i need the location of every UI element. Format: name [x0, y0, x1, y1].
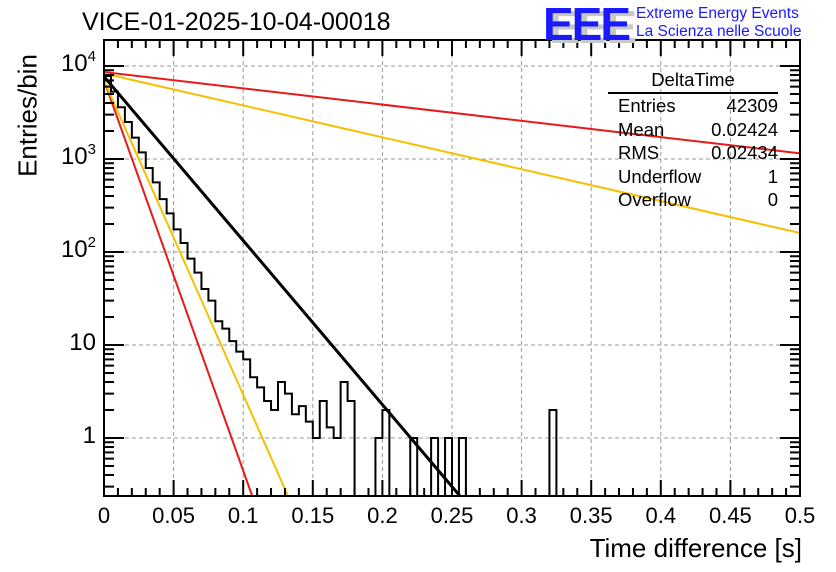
stats-value: 42309 — [726, 95, 778, 116]
stats-value: 0.02424 — [711, 118, 778, 140]
stats-divider — [608, 92, 778, 94]
eee-logo: EEE Extreme Energy Events La Scienza nel… — [543, 1, 801, 47]
y-tick-exponent: 4 — [87, 48, 96, 65]
stats-value: 0.02434 — [711, 142, 778, 163]
x-tick-label: 0.25 — [430, 503, 474, 528]
stats-row-entries: Entries 42309 — [608, 94, 778, 118]
stats-row-rms: RMS 0.02434 — [608, 141, 778, 165]
grid-lines — [104, 40, 800, 496]
y-tick-exponent: 2 — [87, 234, 96, 251]
y-tick-base: 10 — [60, 143, 88, 170]
stats-title: DeltaTime — [651, 69, 735, 90]
stats-label: Entries — [618, 95, 676, 116]
stats-label: Mean — [618, 118, 665, 140]
series-red-shallow — [103, 71, 801, 155]
y-tick-label: 10 — [36, 329, 96, 357]
series-red-steep — [103, 80, 254, 497]
logo-mark: EEE — [543, 0, 631, 50]
y-tick-base: 10 — [60, 50, 88, 77]
series-fit-black — [102, 75, 462, 497]
stats-row-overflow: Overflow 0 — [608, 188, 778, 212]
logo-line-1: Extreme Energy Events — [636, 5, 799, 22]
x-tick-label: 0.05 — [152, 503, 195, 528]
y-tick-label: 103 — [36, 141, 96, 171]
x-tick-label: 0.4 — [645, 503, 677, 528]
stats-value: 0 — [767, 189, 778, 210]
series-yellow-shallow — [103, 72, 801, 234]
chart-title: VICE-01-2025-10-04-00018 — [82, 8, 391, 36]
stats-value: 1 — [767, 165, 778, 187]
series-yellow-steep — [103, 80, 289, 497]
stats-label: Underflow — [618, 165, 702, 187]
y-tick-label: 102 — [36, 234, 96, 264]
x-tick-label: 0.2 — [367, 503, 398, 528]
logo-line-2: La Scienza nelle Scuole — [636, 23, 802, 40]
stats-box: DeltaTime Entries 42309 Mean 0.02424 RMS 0.02… — [608, 68, 778, 212]
x-tick-label: 0.45 — [708, 503, 752, 528]
stats-label: RMS — [618, 142, 660, 163]
y-tick-label: 1 — [36, 422, 96, 450]
y-tick-base: 10 — [69, 329, 96, 356]
fit-curves — [102, 71, 801, 497]
histogram — [104, 75, 558, 497]
y-tick-label: 104 — [36, 48, 96, 78]
stats-row-underflow: Underflow 1 — [608, 165, 778, 189]
x-tick-label: 0.5 — [784, 503, 816, 528]
stats-rows: Entries 42309 Mean 0.02424 RMS 0.02434 Underfl… — [608, 94, 778, 212]
x-tick-label: 0.3 — [506, 503, 537, 528]
histogram-outline — [104, 75, 558, 497]
y-tick-exponent: 3 — [87, 141, 96, 158]
logo-text: Extreme Energy Events La Scienza nelle S… — [636, 5, 801, 41]
stats-label: Overflow — [618, 189, 691, 210]
x-tick-label: 0 — [97, 503, 111, 528]
x-tick-label: 0.15 — [291, 503, 335, 528]
y-tick-base: 10 — [60, 236, 88, 263]
x-tick-label: 0.35 — [569, 503, 613, 528]
x-axis-label: Time difference [s] — [589, 533, 802, 563]
axes — [103, 39, 801, 497]
x-tick-label: 0.1 — [227, 503, 259, 528]
y-tick-base: 1 — [82, 422, 96, 449]
stats-row-mean: Mean 0.02424 — [608, 118, 778, 142]
